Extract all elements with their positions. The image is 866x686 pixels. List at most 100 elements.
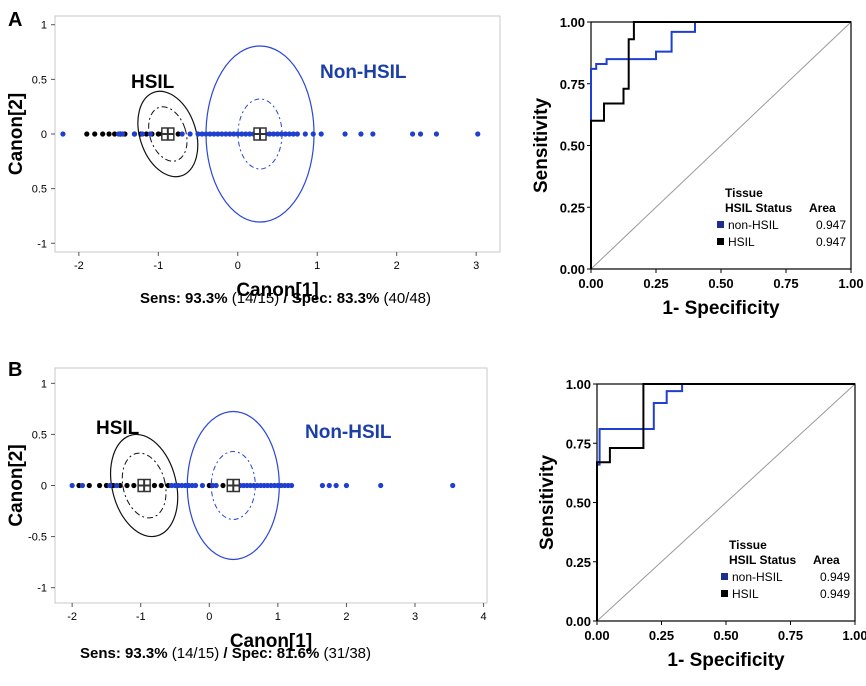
non-hsil-point — [139, 131, 146, 137]
non-hsil-point — [239, 131, 245, 137]
non-hsil-point — [433, 131, 440, 137]
non-hsil-point — [247, 131, 253, 137]
non-hsil-roc-curve — [596, 383, 855, 621]
non-hsil-point — [192, 482, 199, 489]
non-hsil-point — [223, 131, 229, 137]
non-hsil-point — [270, 131, 277, 137]
non-hsil-point — [69, 482, 75, 489]
x-tick-label: -1 — [153, 260, 163, 272]
hsil-group-label: HSIL — [96, 418, 140, 439]
hsil-point — [111, 131, 118, 137]
legend-series-name: HSIL — [732, 587, 759, 601]
y-tick-label: 0.75 — [560, 77, 585, 92]
x-tick-label: 3 — [473, 260, 479, 272]
non-hsil-point — [326, 482, 332, 489]
non-hsil-centroid-marker — [253, 127, 267, 141]
sens-pct: 93.3% — [181, 290, 228, 307]
x-tick-label: -1 — [136, 611, 146, 623]
hsil-group-label: HSIL — [131, 72, 175, 93]
non-hsil-point — [215, 131, 221, 137]
non-hsil-point — [318, 131, 324, 137]
x-tick-label: -2 — [67, 611, 77, 623]
y-tick-label: 0.00 — [560, 262, 585, 277]
legend-series-area: 0.947 — [816, 235, 846, 249]
hsil-roc-curve — [590, 21, 851, 269]
x-axis-label: Canon[1] — [236, 280, 318, 301]
hsil-outer-ellipse — [110, 433, 179, 538]
y-tick-label: 0.50 — [560, 139, 585, 154]
sens-label: Sens: — [140, 290, 181, 307]
non-hsil-point — [274, 131, 281, 137]
y-axis-label: Sensitivity — [537, 455, 558, 550]
non-hsil-point — [79, 482, 86, 489]
x-tick-label: 1.00 — [838, 276, 863, 291]
hsil-point — [124, 482, 130, 489]
roc-plot-B: 0.000.00 0.25 0.25 0.50 0.50 0.75 0.75 1.00 1.00… — [537, 377, 866, 671]
legend-title-status: HSIL Status — [729, 553, 796, 567]
y-tick-label: 0.00 — [566, 614, 591, 629]
y-tick-label: 0.50 — [566, 496, 591, 511]
x-tick-label: 0 — [206, 611, 212, 623]
hsil-inner-ellipse — [121, 452, 167, 519]
non-hsil-point — [310, 131, 316, 137]
y-tick-label: 0.75 — [566, 436, 591, 451]
non-hsil-point — [211, 131, 217, 137]
non-hsil-point — [115, 131, 122, 137]
hsil-point — [92, 131, 98, 137]
legend-series-area: 0.947 — [816, 218, 846, 232]
non-hsil-point — [207, 131, 213, 137]
sens-spec-summary: Sens: 93.3% (14/15) / Spec: 83.3% (40/48… — [140, 290, 431, 307]
roc-plot-A: 0.000.00 0.25 0.25 0.50 0.50 0.75 0.75 1.00 1.00… — [531, 15, 864, 319]
scatter-plot-A: -2 -1 0 1 2 3 1 0.5 0 0.5 -1 Canon[1] Canon[2] HSIL No… — [6, 15, 501, 301]
non-hsil-group-label: Non-HSIL — [305, 422, 392, 443]
non-hsil-point — [131, 131, 138, 137]
legend-swatch — [721, 590, 728, 597]
y-tick-label: 1 — [41, 20, 47, 32]
y-tick-label: 1 — [41, 378, 47, 390]
hsil-point — [100, 131, 106, 137]
sens-frac: (14/15) — [228, 290, 280, 307]
x-tick-label: 0.75 — [778, 628, 803, 643]
non-hsil-point — [319, 482, 326, 489]
non-hsil-point — [294, 131, 300, 137]
non-hsil-group-label: Non-HSIL — [320, 62, 407, 83]
x-tick-label: 0.25 — [643, 276, 668, 291]
x-tick-label: 1 — [314, 260, 320, 272]
non-hsil-point — [179, 131, 185, 137]
x-tick-label: 1 — [275, 611, 281, 623]
x-tick-label: 0.50 — [713, 628, 738, 643]
hsil-point — [96, 482, 103, 489]
non-hsil-point — [370, 131, 376, 137]
hsil-point — [175, 131, 181, 137]
non-hsil-point — [114, 482, 120, 489]
hsil-point — [84, 131, 90, 137]
non-hsil-roc-curve — [590, 21, 851, 269]
legend-series-area: 0.949 — [820, 587, 850, 601]
non-hsil-point — [475, 131, 481, 137]
sens-frac: (14/15) — [168, 645, 220, 662]
spec-frac: (40/48) — [379, 290, 431, 307]
legend-swatch — [717, 221, 724, 228]
y-tick-label: 1.00 — [560, 15, 585, 30]
y-axis-label: Sensitivity — [531, 98, 552, 193]
non-hsil-point — [203, 131, 209, 137]
non-hsil-point — [333, 482, 339, 489]
legend-series-name: non-HSIL — [732, 570, 783, 584]
diagonal-reference-line — [596, 383, 856, 622]
y-tick-label: 0.5 — [32, 74, 47, 86]
y-tick-label: 0.25 — [560, 200, 585, 215]
spec-pct: 81.6% — [273, 645, 320, 662]
non-hsil-point — [278, 131, 285, 137]
legend-series-name: non-HSIL — [728, 218, 779, 232]
spec-pct: 83.3% — [333, 290, 380, 307]
legend-series-area: 0.949 — [820, 570, 850, 584]
non-hsil-point — [227, 131, 233, 137]
non-hsil-point — [119, 131, 126, 137]
y-tick-label: 1.00 — [566, 377, 591, 392]
hsil-point — [155, 131, 161, 137]
y-tick-label: 0 — [41, 481, 47, 493]
non-hsil-point — [288, 482, 295, 489]
legend-title-tissue: Tissue — [729, 538, 767, 552]
legend-title-status: HSIL Status — [725, 201, 792, 215]
